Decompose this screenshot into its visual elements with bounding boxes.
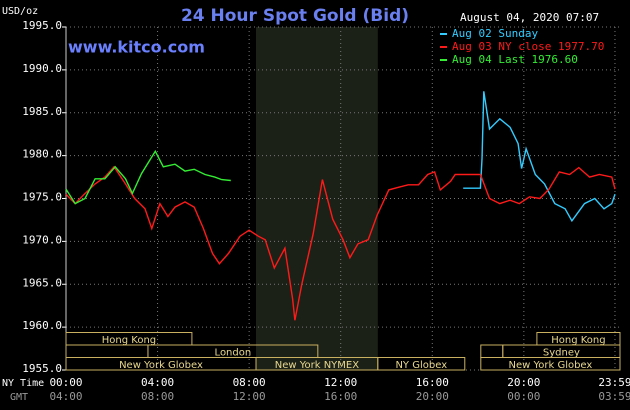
x2-tick-label: 08:00 [141, 390, 174, 403]
y-tick-label: 1990.0 [22, 62, 62, 75]
y-tick-label: 1970.0 [22, 233, 62, 246]
x-tick-label: 16:00 [416, 376, 449, 389]
session-label: New York Globex [508, 360, 592, 371]
x-tick-label: 08:00 [233, 376, 266, 389]
session-box [480, 357, 621, 371]
legend-label: Aug 03 NY close 1977.70 [452, 40, 604, 53]
x-tick-label: 00:00 [49, 376, 82, 389]
x2-tick-label: 04:00 [49, 390, 82, 403]
series-line [463, 91, 616, 223]
series-line [65, 165, 616, 321]
x2-tick-label: 03:59 [598, 390, 630, 403]
timestamp: August 04, 2020 07:07 [460, 11, 599, 24]
y-tick-label: 1965.0 [22, 276, 62, 289]
y-tick-label: 1975.0 [22, 191, 62, 204]
x-tick-label: 23:59 [598, 376, 630, 389]
x-tick-label: 12:00 [324, 376, 357, 389]
x2-tick-label: 20:00 [416, 390, 449, 403]
session-label: New York NYMEX [275, 360, 360, 371]
chart-title: 24 Hour Spot Gold (Bid) [181, 6, 409, 26]
watermark: www.kitco.com [68, 38, 205, 57]
x-axis-label: NY Time [2, 378, 44, 389]
session-label: London [215, 347, 252, 358]
x2-tick-label: 00:00 [507, 390, 540, 403]
session-label: Hong Kong [551, 335, 605, 346]
y-tick-label: 1985.0 [22, 105, 62, 118]
x-tick-label: 04:00 [141, 376, 174, 389]
y-tick-label: 1955.0 [22, 362, 62, 375]
session-label: Sydney [543, 347, 580, 358]
x2-tick-label: 12:00 [233, 390, 266, 403]
session-label: New York Globex [119, 360, 203, 371]
session-label: Hong Kong [102, 335, 156, 346]
legend-label: Aug 04 Last 1976.60 [452, 53, 578, 66]
session-shade [256, 27, 378, 370]
session-box [377, 357, 466, 371]
session-label: NY Globex [395, 360, 447, 371]
y-tick-label: 1960.0 [22, 319, 62, 332]
y-axis-label: USD/oz [2, 6, 38, 17]
y-tick-label: 1995.0 [22, 19, 62, 32]
series-line [65, 149, 231, 205]
x2-tick-label: 16:00 [324, 390, 357, 403]
legend-label: Aug 02 Sunday [452, 27, 538, 40]
y-tick-label: 1980.0 [22, 148, 62, 161]
x2-axis-label: GMT [10, 392, 28, 403]
x-tick-label: 20:00 [507, 376, 540, 389]
